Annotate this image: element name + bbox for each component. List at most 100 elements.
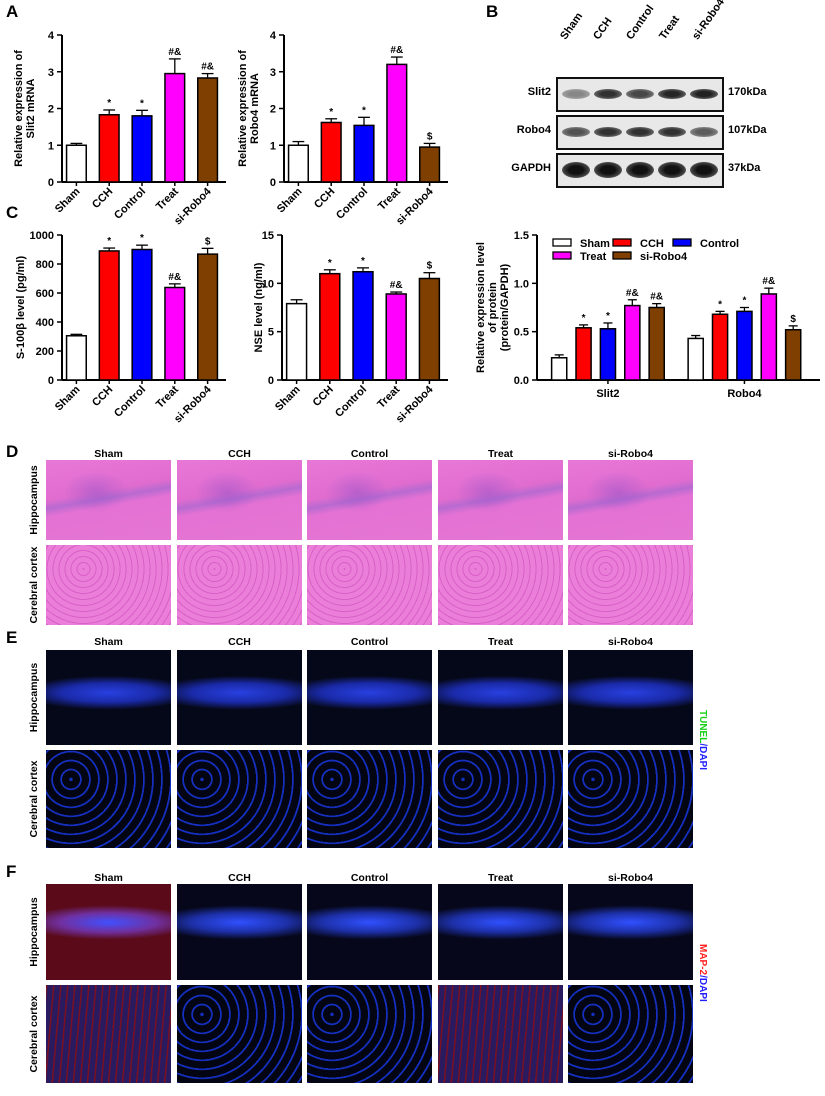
nse-bar-CCH [319,272,341,381]
micrograph-d-cerebral-cortex-Sham [46,545,171,625]
protein-band [658,162,686,178]
micrograph-f-hippocampus-Control [307,884,432,980]
legend-swatch-CCH [612,238,632,247]
legend-label-Treat: Treat [580,251,607,263]
protein-band [658,89,686,99]
s100b-bar-Sham [65,335,87,381]
s100b-y-axis-label: S-100β level (pg/ml) [15,256,27,360]
micrograph-f-cerebral-cortex-Treat [438,985,563,1083]
slit2_mrna-y-tick-label: 0 [48,177,54,189]
slit2_mrna-significance-label: #& [201,62,214,73]
protein-y-axis-label: Relative expression level [475,242,487,373]
protein-band [562,89,590,99]
column-header-e: Treat [487,636,514,648]
panel-label-e: E [6,628,18,647]
nse-y-tick-label: 5 [268,327,274,339]
dapi-label: /DAPI [697,975,708,1002]
blot-protein-name: GAPDH [511,162,551,174]
slit2_mrna-bar-si-Robo4 [197,77,219,183]
legend-swatch-Control [672,238,692,247]
nse-bar-Treat [385,293,407,381]
micrograph-e-hippocampus-CCH [177,650,302,745]
robo4_mrna-x-tick-label: Treat [376,185,403,212]
micrograph-e-cerebral-cortex-si-Robo4 [568,750,693,848]
dapi-label: /DAPI [697,743,708,771]
protein-band [690,89,718,99]
robo4_mrna-significance-label: $ [427,131,433,142]
micrograph-f-hippocampus-si-Robo4 [568,884,693,980]
column-header-e: Sham [94,636,123,648]
robo4_mrna-y-tick-label: 3 [270,67,276,79]
robo4_mrna-y-axis-label: Relative expression of [237,50,249,167]
s100b-y-tick-label: 200 [36,346,54,358]
micrograph-e-cerebral-cortex-Treat [438,750,563,848]
slit2_mrna-x-tick-label: Treat [154,185,181,212]
robo4_mrna-bar-si-Robo4 [419,146,441,183]
micrograph-d-hippocampus-Treat [438,460,563,540]
slit2_mrna-x-tick-label: CCH [90,186,115,211]
protein-bar-Sham [550,357,568,381]
nse-x-tick-label: Sham [273,383,303,413]
micrograph-f-cerebral-cortex-Control [307,985,432,1083]
row-label: Cerebral cortex [28,995,40,1073]
s100b-y-tick-label: 800 [36,259,54,271]
slit2_mrna-bar-Sham [65,144,87,183]
slit2_mrna-bar-CCH [98,113,120,183]
robo4_mrna-y-tick-label: 0 [270,177,276,189]
protein-band [562,127,590,137]
nse-significance-label: * [328,258,332,269]
stain-marker-label: TUNEL [697,710,708,744]
s100b-significance-label: $ [205,236,211,247]
protein-significance-label: #& [762,276,775,287]
s100b-x-tick-label: CCH [90,384,115,409]
nse-bar-Control [352,270,374,381]
micrograph-d-hippocampus-si-Robo4 [568,460,693,540]
micrograph-f-hippocampus-Sham [46,884,171,980]
protein-significance-label: * [718,299,722,310]
robo4_mrna-y-tick-label: 4 [270,30,277,42]
s100b-bar-CCH [98,250,120,381]
s100b-y-tick-label: 400 [36,317,54,329]
robo4_mrna-significance-label: #& [390,45,403,56]
blot-row-Slit2 [556,77,724,112]
micrograph-e-cerebral-cortex-CCH [177,750,302,848]
column-header-d: Treat [487,448,514,460]
slit2_mrna-x-tick-label: si-Robo4 [172,185,214,227]
robo4_mrna-x-tick-label: Control [334,186,370,222]
column-header-f: Sham [94,872,123,884]
legend-swatch-Sham [552,238,572,247]
protein-significance-label: * [606,311,610,322]
column-header-f: si-Robo4 [608,872,653,884]
protein-y-tick-label: 0.0 [514,375,529,387]
nse-y-axis-label: NSE level (ng/ml) [253,262,265,352]
slit2_mrna-x-tick-label: Sham [53,185,83,215]
protein-significance-label: #& [626,288,639,299]
column-header-e: si-Robo4 [608,636,653,648]
slit2_mrna-significance-label: * [140,98,144,109]
s100b-y-tick-label: 0 [48,375,54,387]
s100b-bar-Treat [164,286,186,381]
slit2_mrna-y-tick-label: 4 [48,30,55,42]
s100b-significance-label: * [107,236,111,247]
column-header-f: Treat [487,872,514,884]
legend-swatch-Treat [552,251,572,260]
slit2_mrna-y-axis-label: Relative expression of [13,50,25,167]
protein-bar-CCH [575,327,592,381]
protein-x-tick-label: Robo4 [727,388,762,400]
protein-band [594,127,622,137]
protein-y-tick-label: 0.5 [514,327,529,339]
robo4_mrna-x-tick-label: si-Robo4 [394,185,436,227]
micrograph-d-cerebral-cortex-Control [307,545,432,625]
blot-protein-name: Slit2 [527,86,551,98]
nse-y-tick-label: 0 [268,375,274,387]
s100b-x-tick-label: Control [112,384,148,420]
robo4_mrna-bar-CCH [320,121,342,183]
panel-label-b: B [486,2,499,21]
micrograph-f-cerebral-cortex-CCH [177,985,302,1083]
legend-label-Sham: Sham [580,238,610,250]
slit2_mrna-bar-Control [131,115,153,183]
column-header-e: Control [350,636,389,648]
micrograph-e-hippocampus-Treat [438,650,563,745]
panel-label-a: A [6,2,19,21]
